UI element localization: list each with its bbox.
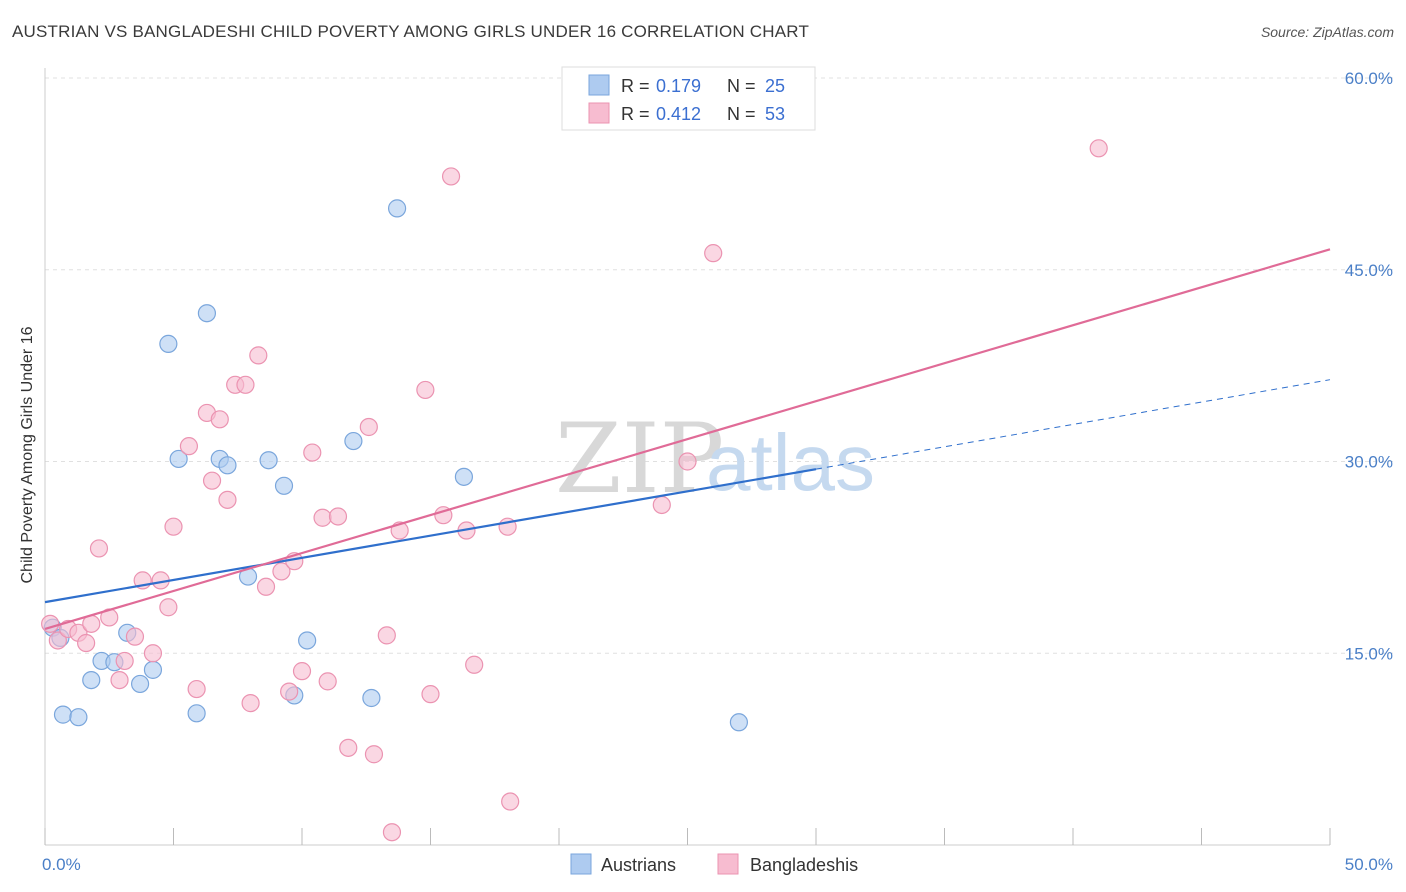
point-bangladeshis-12 <box>143 644 163 663</box>
point-bangladeshis-38 <box>377 626 396 645</box>
point-bangladeshis-8 <box>110 670 129 690</box>
point-bangladeshis-42 <box>421 685 440 704</box>
point-bangladeshis-31 <box>303 443 322 462</box>
bottom-legend: Austrians Bangladeshis <box>570 853 858 875</box>
legend-swatch-bangladeshis <box>588 102 610 124</box>
legend-r-label-bangladeshis: R = <box>621 104 650 124</box>
point-austrians-15 <box>218 456 237 475</box>
point-austrians-17 <box>259 451 278 470</box>
point-bangladeshis-25 <box>249 346 268 365</box>
points-layer <box>41 139 1108 842</box>
chart-title: AUSTRIAN VS BANGLADESHI CHILD POVERTY AM… <box>12 22 810 41</box>
point-bangladeshis-6 <box>89 539 109 558</box>
axes <box>44 68 1331 846</box>
trend-line-austrians <box>44 468 817 604</box>
point-bangladeshis-28 <box>280 682 299 701</box>
point-bangladeshis-10 <box>125 627 145 646</box>
x-tick-label-1: 50.0% <box>1345 855 1393 874</box>
point-bangladeshis-30 <box>292 662 312 681</box>
point-bangladeshis-23 <box>236 375 255 394</box>
bottom-legend-swatch-bangladeshis <box>717 853 739 875</box>
watermark: ZIP atlas <box>555 403 875 515</box>
point-bangladeshis-33 <box>318 672 337 691</box>
y-tick-label-3: 60.0% <box>1345 69 1393 88</box>
legend-r-austrians: 0.179 <box>656 76 701 96</box>
watermark-zip: ZIP <box>555 403 724 515</box>
y-axis-label: Child Poverty Among Girls Under 16 <box>19 326 36 583</box>
point-bangladeshis-35 <box>339 738 358 757</box>
point-bangladeshis-41 <box>416 380 435 400</box>
legend-n-label-bangladeshis: N = <box>727 104 756 124</box>
point-austrians-10 <box>159 334 178 353</box>
point-bangladeshis-50 <box>678 452 697 471</box>
point-bangladeshis-37 <box>364 745 384 764</box>
point-bangladeshis-16 <box>179 437 199 456</box>
point-bangladeshis-1 <box>48 631 67 650</box>
point-bangladeshis-48 <box>501 792 520 811</box>
tick-labels: 15.0% 30.0% 45.0% 60.0% 0.0% 50.0% <box>42 69 1393 874</box>
point-austrians-12 <box>187 704 206 723</box>
y-tick-label-0: 15.0% <box>1345 644 1393 663</box>
point-bangladeshis-44 <box>441 167 461 186</box>
legend-swatch-austrians <box>588 74 610 96</box>
point-bangladeshis-51 <box>704 244 723 263</box>
point-bangladeshis-19 <box>202 471 222 490</box>
point-bangladeshis-36 <box>359 417 378 437</box>
point-austrians-22 <box>362 688 381 708</box>
point-austrians-9 <box>143 660 163 679</box>
watermark-atlas: atlas <box>706 418 875 507</box>
point-austrians-20 <box>298 631 317 650</box>
point-austrians-11 <box>169 449 188 469</box>
legend-n-bangladeshis: 53 <box>765 104 785 124</box>
legend-r-label-austrians: R = <box>621 76 650 96</box>
point-bangladeshis-20 <box>210 410 229 429</box>
bottom-legend-austrians: Austrians <box>601 855 676 875</box>
point-bangladeshis-26 <box>256 577 276 596</box>
point-austrians-4 <box>82 670 101 690</box>
y-tick-label-1: 30.0% <box>1345 453 1393 472</box>
trend-lines <box>44 248 1331 631</box>
point-bangladeshis-15 <box>164 517 183 536</box>
legend: R = 0.179 N = 25 R = 0.412 N = 53 <box>561 66 816 131</box>
point-bangladeshis-46 <box>465 655 484 674</box>
bottom-legend-bangladeshis: Bangladeshis <box>750 855 858 875</box>
point-austrians-2 <box>53 705 73 724</box>
point-bangladeshis-4 <box>77 633 96 653</box>
bottom-legend-swatch-austrians <box>570 853 592 875</box>
chart-source: Source: ZipAtlas.com <box>1260 24 1394 40</box>
legend-n-label-austrians: N = <box>727 76 756 96</box>
point-bangladeshis-24 <box>241 694 260 713</box>
point-bangladeshis-0 <box>41 614 60 633</box>
x-tick-label-0: 0.0% <box>42 855 81 874</box>
point-bangladeshis-52 <box>1089 139 1108 158</box>
y-tick-label-2: 45.0% <box>1345 261 1393 280</box>
point-austrians-18 <box>274 476 294 495</box>
point-austrians-3 <box>69 708 88 727</box>
point-austrians-23 <box>387 199 407 218</box>
point-austrians-8 <box>130 674 150 694</box>
trend-extension-austrians <box>815 379 1331 470</box>
point-bangladeshis-21 <box>218 490 237 509</box>
legend-r-bangladeshis: 0.412 <box>656 104 701 124</box>
point-bangladeshis-27 <box>272 562 291 581</box>
point-bangladeshis-39 <box>382 823 402 842</box>
point-bangladeshis-14 <box>159 598 178 617</box>
legend-n-austrians: 25 <box>765 76 785 96</box>
point-bangladeshis-34 <box>328 507 348 526</box>
point-austrians-25 <box>729 713 749 732</box>
point-austrians-24 <box>454 467 474 486</box>
point-bangladeshis-32 <box>313 508 332 527</box>
point-austrians-21 <box>344 431 363 451</box>
point-bangladeshis-9 <box>115 651 134 671</box>
point-bangladeshis-49 <box>652 495 671 515</box>
trend-line-bangladeshis <box>44 248 1331 631</box>
point-austrians-13 <box>197 304 217 323</box>
point-bangladeshis-17 <box>187 679 206 699</box>
